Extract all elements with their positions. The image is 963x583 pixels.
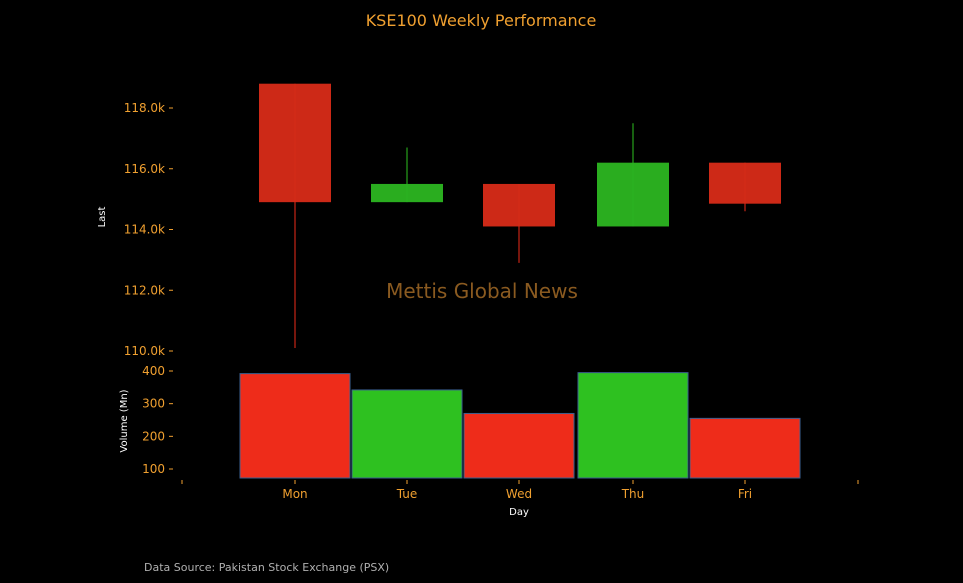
candle-body-thu bbox=[597, 162, 669, 227]
candle-body-wed bbox=[483, 183, 555, 227]
volume-bar-thu bbox=[577, 372, 689, 479]
price-tick-label: 112.0k bbox=[124, 283, 165, 297]
x-tick-label-wed: Wed bbox=[506, 487, 532, 501]
volume-axis-label: Volume (Mn) bbox=[119, 389, 130, 452]
price-tick-label: 116.0k bbox=[124, 162, 165, 176]
candle-body-mon bbox=[259, 83, 331, 203]
volume-tick-label: 100 bbox=[142, 462, 165, 476]
volume-bar-tue bbox=[351, 389, 463, 479]
volume-bar-wed bbox=[463, 412, 575, 479]
footnote-text: Data Source: Pakistan Stock Exchange (PS… bbox=[144, 561, 389, 574]
candlestick-series bbox=[259, 83, 781, 348]
price-tick-label: 118.0k bbox=[124, 101, 165, 115]
watermark-text: Mettis Global News bbox=[386, 279, 578, 303]
x-tick-label-mon: Mon bbox=[282, 487, 307, 501]
price-tick-label: 114.0k bbox=[124, 223, 165, 237]
price-axis-ticks: 110.0k 112.0k 114.0k 116.0k 118.0k bbox=[124, 101, 173, 358]
x-axis-label: Day bbox=[509, 507, 529, 518]
volume-bars bbox=[239, 372, 801, 479]
candle-body-tue bbox=[371, 183, 443, 203]
volume-bar-mon bbox=[239, 373, 351, 479]
chart-title: KSE100 Weekly Performance bbox=[366, 11, 597, 30]
volume-bar-fri bbox=[689, 417, 801, 479]
x-axis-ticks: Mon Tue Wed Thu Fri bbox=[181, 480, 859, 501]
price-axis-label: Last bbox=[97, 207, 108, 228]
price-tick-label: 110.0k bbox=[124, 344, 165, 358]
volume-tick-label: 300 bbox=[142, 397, 165, 411]
volume-axis-ticks: 100 200 300 400 bbox=[142, 364, 173, 476]
volume-tick-label: 400 bbox=[142, 364, 165, 378]
x-tick-label-tue: Tue bbox=[396, 487, 418, 501]
x-tick-label-thu: Thu bbox=[621, 487, 645, 501]
x-tick-label-fri: Fri bbox=[738, 487, 752, 501]
candle-body-fri bbox=[709, 162, 781, 204]
volume-tick-label: 200 bbox=[142, 429, 165, 443]
